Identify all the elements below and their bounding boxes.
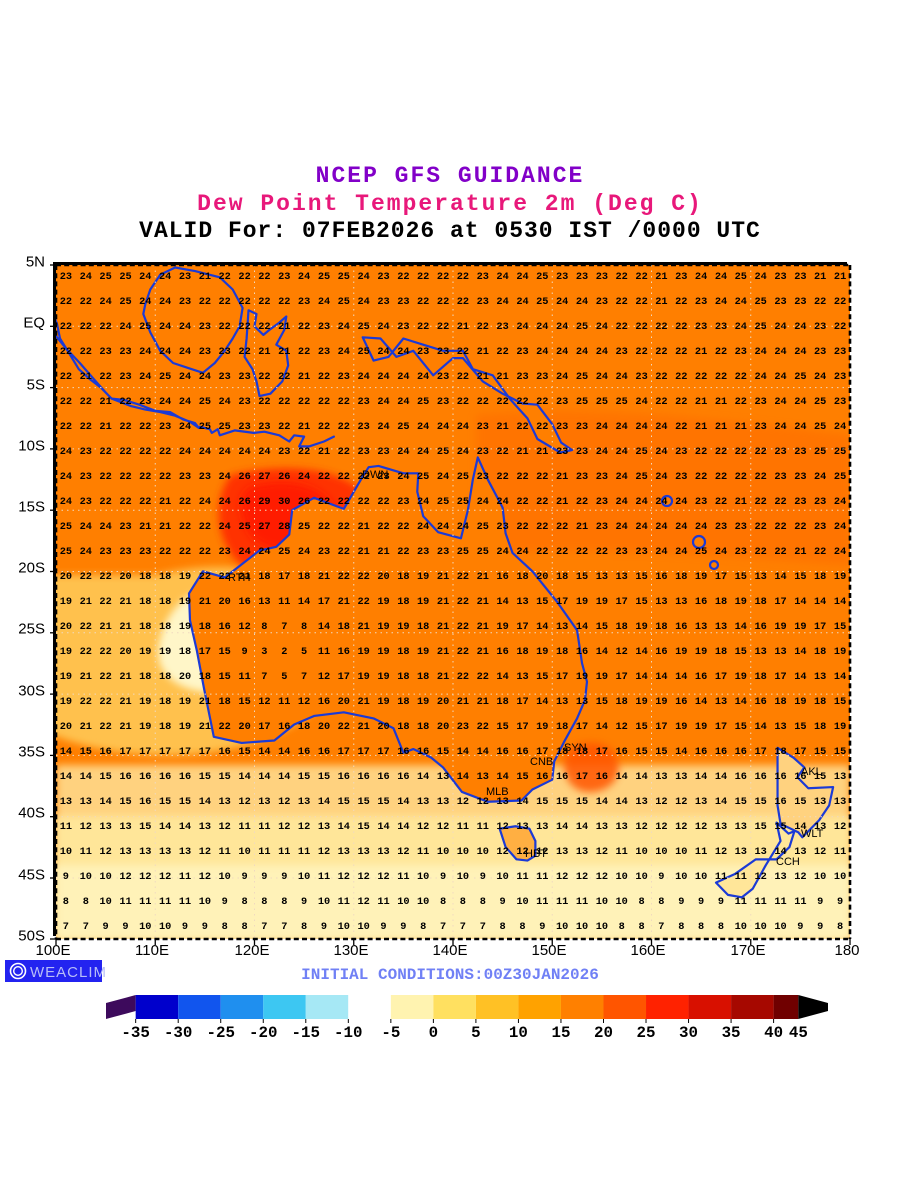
svg-text:-5: -5 xyxy=(381,1024,400,1040)
svg-text:-25: -25 xyxy=(206,1024,234,1040)
svg-text:5: 5 xyxy=(471,1024,480,1040)
svg-text:15: 15 xyxy=(551,1024,570,1040)
svg-text:40: 40 xyxy=(764,1024,783,1040)
svg-text:-20: -20 xyxy=(249,1024,277,1040)
svg-text:-10: -10 xyxy=(334,1024,362,1040)
svg-text:25: 25 xyxy=(637,1024,656,1040)
svg-text:-35: -35 xyxy=(121,1024,149,1040)
svg-text:-30: -30 xyxy=(164,1024,192,1040)
svg-text:0: 0 xyxy=(429,1024,438,1040)
svg-text:30: 30 xyxy=(679,1024,698,1040)
svg-text:20: 20 xyxy=(594,1024,613,1040)
svg-text:45: 45 xyxy=(789,1024,808,1040)
svg-text:35: 35 xyxy=(722,1024,741,1040)
svg-text:-15: -15 xyxy=(292,1024,320,1040)
svg-text:10: 10 xyxy=(509,1024,528,1040)
